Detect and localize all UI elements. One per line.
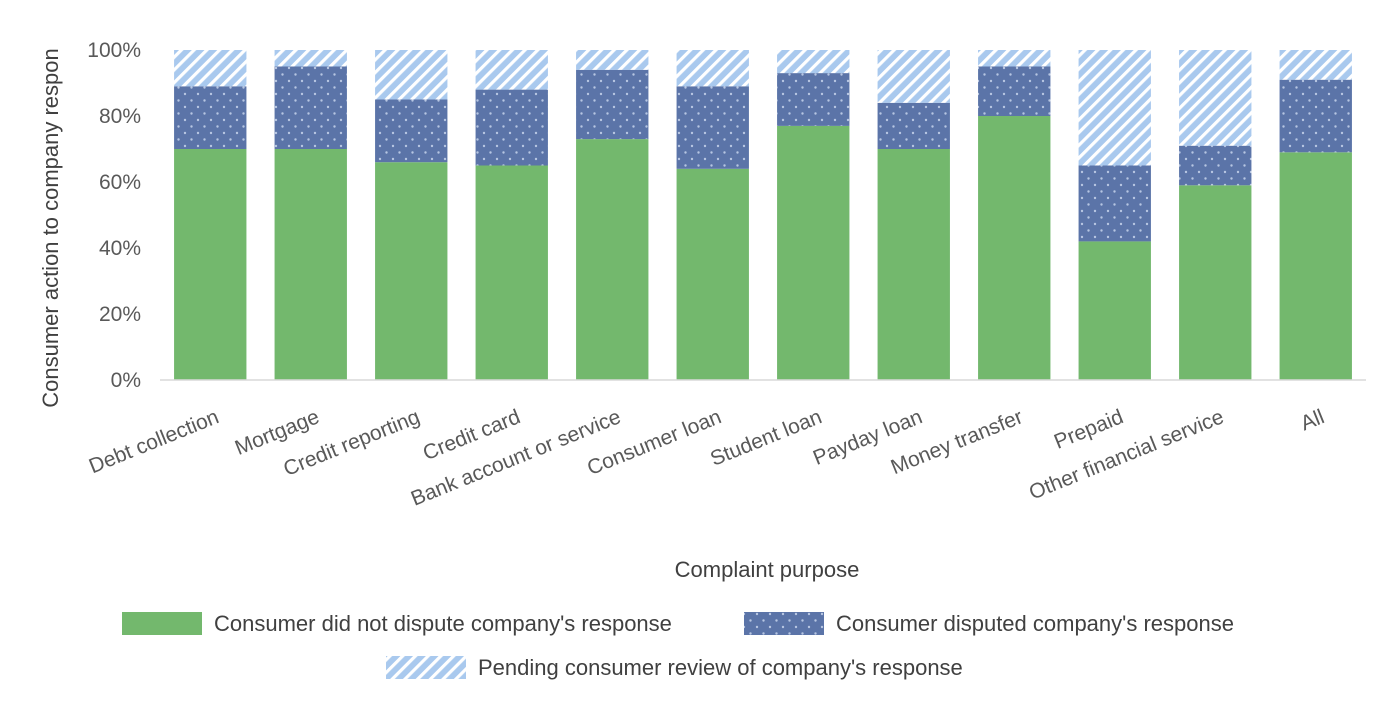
legend: Consumer did not dispute company's respo… [122,611,1234,680]
bar-segment [777,50,850,74]
bar-segment [676,86,749,169]
y-axis: 0% 20% 40% 60% 80% 100% [87,39,141,392]
bar-segment [1179,145,1252,186]
bar-segment [1279,152,1352,380]
legend-swatch [386,656,466,679]
bar-segment [1179,185,1252,380]
bar-segment [1279,50,1352,80]
bar-segment [274,50,347,67]
legend-label: Consumer did not dispute company's respo… [214,611,672,636]
bar-segment [274,66,347,149]
x-tick-label: All [1297,405,1327,435]
bar-segment [375,50,448,100]
bar-segment [777,73,850,126]
bar-segment [676,168,749,380]
x-axis-title: Complaint purpose [675,557,860,582]
bar-segment [777,125,850,381]
bar-segment [274,149,347,380]
bar-segment [174,86,247,149]
x-tick-label: Other financial service [1026,405,1227,504]
bar-segment [978,50,1051,67]
legend-swatch [122,612,202,635]
legend-swatch [744,612,824,635]
y-tick-label: 80% [99,105,141,128]
bar-segment [877,102,950,149]
y-tick-label: 40% [99,237,141,260]
bar-segment [375,162,448,380]
bar-segment [475,165,548,380]
bar-segment [877,149,950,380]
y-axis-title: Consumer action to company respon [38,48,63,408]
bar-segment [1279,79,1352,153]
x-tick-label: Debt collection [86,405,222,478]
legend-label: Pending consumer review of company's res… [478,655,963,680]
bar-segment [576,50,649,70]
x-tick-label: Student loan [707,405,825,471]
bar-segment [375,99,448,163]
bar-segment [978,66,1051,116]
bar-segment [1179,50,1252,146]
bar-segment [475,89,548,166]
bar-segment [877,50,950,103]
bar-segment [576,69,649,140]
y-tick-label: 0% [111,369,141,392]
bar-segment [174,149,247,380]
bar-segment [475,50,548,90]
bar-segment [676,50,749,87]
bar-segment [576,139,649,380]
bar-segment [1078,50,1151,166]
bar-segment [1078,241,1151,380]
y-tick-label: 100% [87,39,141,62]
bar-segment [1078,165,1151,242]
bar-segment [978,116,1051,380]
bar-segment [174,50,247,87]
y-tick-label: 20% [99,303,141,326]
legend-label: Consumer disputed company's response [836,611,1234,636]
y-tick-label: 60% [99,171,141,194]
bars-group [174,50,1352,381]
